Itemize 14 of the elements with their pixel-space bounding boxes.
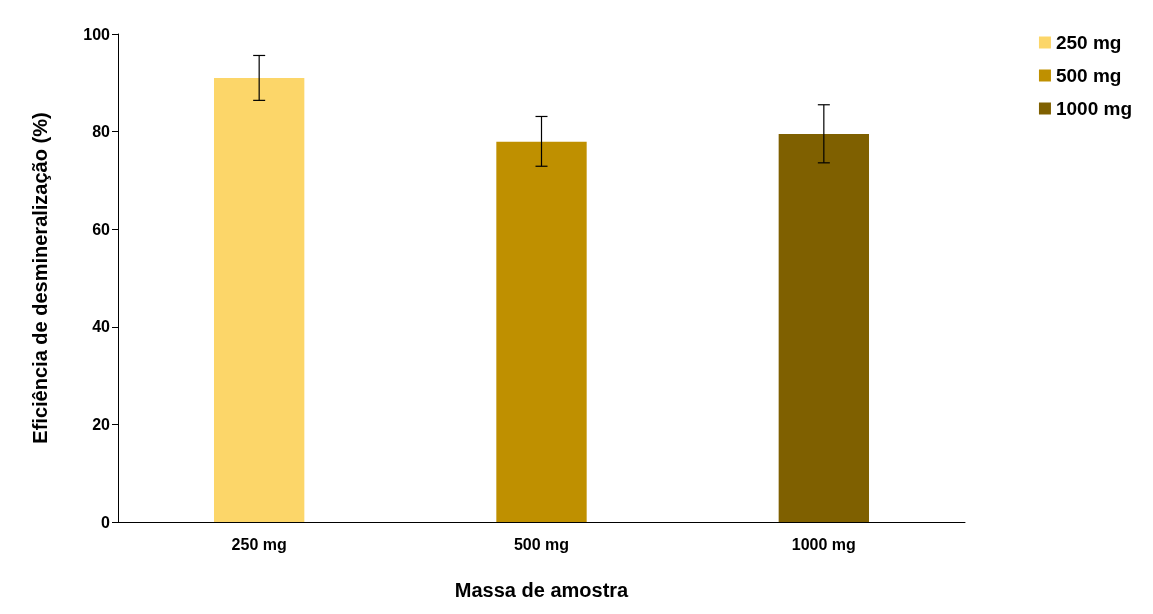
y-tick-label: 100 [83,25,111,43]
y-axis-title: Eficiência de desmineralização (%) [29,112,51,444]
legend-label: 250 mg [1055,32,1122,53]
x-tick-label: 250 mg [231,535,287,553]
y-tick-label: 20 [92,415,111,433]
legend-label: 500 mg [1055,65,1122,86]
x-tick-label: 1000 mg [791,535,856,553]
x-axis-title: Massa de amostra [454,579,630,601]
y-tick-label: 40 [92,318,111,336]
y-tick-label: 80 [92,123,111,141]
x-tick-label: 500 mg [513,535,570,553]
legend-label: 1000 mg [1055,98,1132,119]
y-tick-label: 60 [92,220,111,238]
y-tick-label: 0 [101,513,111,531]
